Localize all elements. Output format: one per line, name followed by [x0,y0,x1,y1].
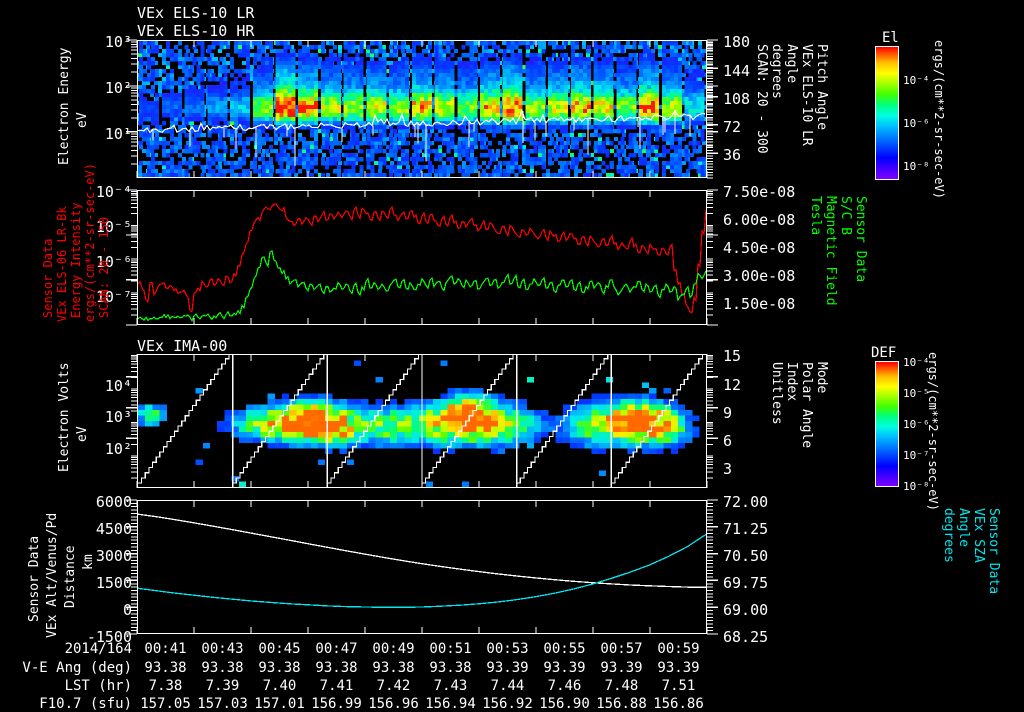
bottom-table-row-label-2: LST (hr) [0,678,132,694]
bottom-table-row-label-3: F10.7 (sfu) [0,696,132,712]
bottom-table-cell-time-9: 00:59 [635,641,723,657]
bottom-table-cell-f107-9: 156.86 [635,696,723,712]
bottom-table-cell-ve_ang-9: 93.39 [635,660,723,676]
bottom-table-cell-lst-9: 7.51 [635,678,723,694]
bottom-table-row-label-1: V-E Ang (deg) [0,660,132,676]
bottom-table-row-label-0: 2014/164 [0,641,132,657]
